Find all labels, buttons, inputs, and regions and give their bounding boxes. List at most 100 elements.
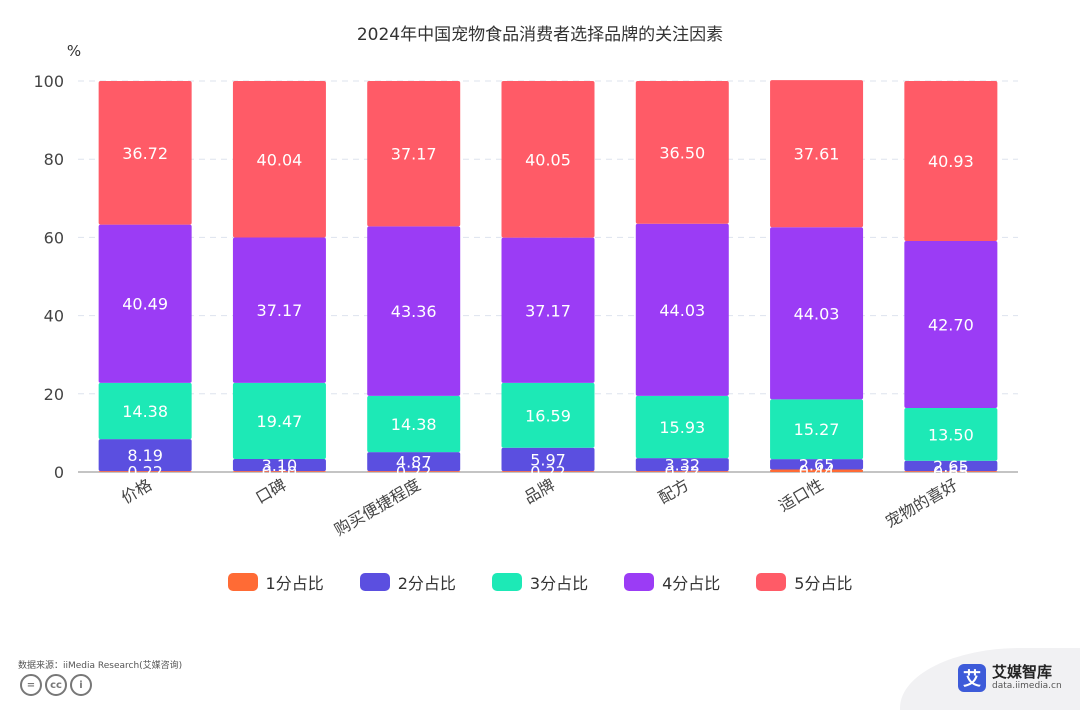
chart-title: 2024年中国宠物食品消费者选择品牌的关注因素 [357, 25, 723, 45]
bar-segment [367, 81, 461, 227]
bar-segment [770, 399, 864, 460]
data-label: 0.22 [127, 463, 163, 482]
data-label: 42.70 [928, 316, 974, 335]
data-label: 8.19 [127, 446, 163, 465]
bar-segment [367, 452, 461, 472]
data-label: 40.05 [525, 150, 571, 169]
bar-segment [98, 224, 192, 383]
legend-item[interactable]: 5分占比 [756, 570, 852, 594]
data-label: 37.61 [794, 145, 840, 164]
bar-segment [98, 439, 192, 472]
bar-segment [770, 227, 864, 400]
bar-segment [232, 459, 326, 472]
bar-segment [635, 395, 729, 459]
legend-swatch [491, 573, 522, 591]
data-label: 3.10 [262, 456, 298, 475]
data-label: 36.72 [122, 144, 168, 163]
bar-segment [232, 237, 326, 383]
data-label: 44.03 [794, 304, 840, 323]
y-tick-label: 80 [44, 150, 64, 169]
data-label: 44.03 [659, 301, 705, 320]
stacked-bar-chart: 2024年中国宠物食品消费者选择品牌的关注因素 % 0 20 40 60 80 100 0… [33, 25, 1018, 539]
data-label: 19.47 [257, 412, 303, 431]
legend-item[interactable]: 4分占比 [624, 570, 720, 594]
bar-segment [232, 382, 326, 460]
legend-label: 1分占比 [265, 574, 324, 593]
legend-label: 3分占比 [529, 574, 589, 593]
legend-swatch [227, 573, 258, 591]
data-label: 3.32 [664, 456, 700, 475]
bar-segment [904, 81, 998, 242]
data-source-note: 数据来源：iiMedia Research(艾媒咨询) [18, 661, 183, 671]
bar-segment [904, 241, 998, 408]
y-tick-label: 60 [44, 228, 64, 247]
legend: 1分占比 2分占比 3分占比 4分占比 5分占比 [0, 570, 1080, 594]
legend-label: 2分占比 [397, 574, 456, 593]
data-label: 37.17 [391, 145, 437, 164]
data-label: 0.22 [664, 463, 700, 482]
data-label: 14.38 [122, 402, 168, 421]
bar-segment [770, 469, 864, 472]
brand-name: 艾媒智库 [992, 663, 1053, 681]
legend-swatch [359, 573, 390, 591]
bar-segment [98, 471, 192, 472]
data-label: 2.65 [799, 455, 835, 474]
y-axis-ticks: 0 20 40 60 80 100 [33, 72, 64, 482]
legend-swatch [624, 573, 655, 591]
data-label: 15.93 [659, 418, 705, 437]
legend-item[interactable]: 3分占比 [491, 570, 589, 594]
bar-segment [770, 80, 864, 228]
data-label: 40.04 [257, 150, 303, 169]
y-axis-unit: % [67, 42, 81, 60]
bar-segment [904, 407, 998, 461]
data-label: 37.17 [525, 301, 571, 320]
bar-segment [635, 458, 729, 472]
equal-icon: = [20, 674, 42, 696]
cc-icon: cc [45, 674, 67, 696]
legend-label: 5分占比 [794, 574, 853, 593]
brand-logo-icon: 艾 [958, 664, 986, 692]
data-label: 40.93 [928, 152, 974, 171]
bar-segment [232, 81, 326, 238]
data-label: 13.50 [928, 425, 974, 444]
y-tick-label: 40 [44, 307, 64, 326]
data-label: 0.22 [396, 463, 432, 482]
person-icon: i [70, 674, 92, 696]
brand-block: 艾 艾媒智库 data.iimedia.cn [958, 664, 1062, 692]
data-label: 2.65 [933, 457, 969, 476]
legend-item[interactable]: 2分占比 [359, 570, 456, 594]
data-label: 15.27 [794, 420, 840, 439]
data-label: 37.17 [257, 301, 303, 320]
data-label: 16.59 [525, 406, 571, 425]
x-tick-label: 宠物的喜好 [882, 475, 961, 531]
y-tick-label: 0 [54, 463, 64, 482]
bar-segment [501, 237, 595, 383]
bar-segment [770, 459, 864, 470]
bar-segment [367, 226, 461, 396]
bar-segment [232, 471, 326, 472]
legend-item[interactable]: 1分占比 [227, 570, 324, 594]
license-icons: = cc i [20, 674, 92, 696]
data-label: 36.50 [659, 143, 705, 162]
data-label: 4.87 [396, 453, 432, 472]
bar-segment [904, 471, 998, 472]
bar-segment [501, 382, 595, 448]
bar-segment [904, 460, 998, 472]
bar-segment [501, 471, 595, 472]
x-axis-ticks: 价格 口碑 购买便捷程度 品牌 配方 适口性 宠物的喜好 [118, 475, 961, 539]
data-label: 40.49 [122, 295, 168, 314]
bar-segment [367, 471, 461, 472]
bar-segment [635, 81, 729, 224]
legend-swatch [756, 573, 787, 591]
data-label: 0.10 [262, 463, 298, 482]
bar-segment [501, 447, 595, 472]
y-tick-label: 100 [33, 72, 64, 91]
data-label: 43.36 [391, 302, 437, 321]
data-label: 0.65 [933, 463, 969, 482]
legend-label: 4分占比 [662, 574, 721, 593]
bar-segment [635, 223, 729, 396]
x-tick-label: 适口性 [775, 475, 826, 515]
bar-segment [635, 471, 729, 472]
data-label: 0.22 [530, 463, 566, 482]
data-label: 14.38 [391, 415, 437, 434]
